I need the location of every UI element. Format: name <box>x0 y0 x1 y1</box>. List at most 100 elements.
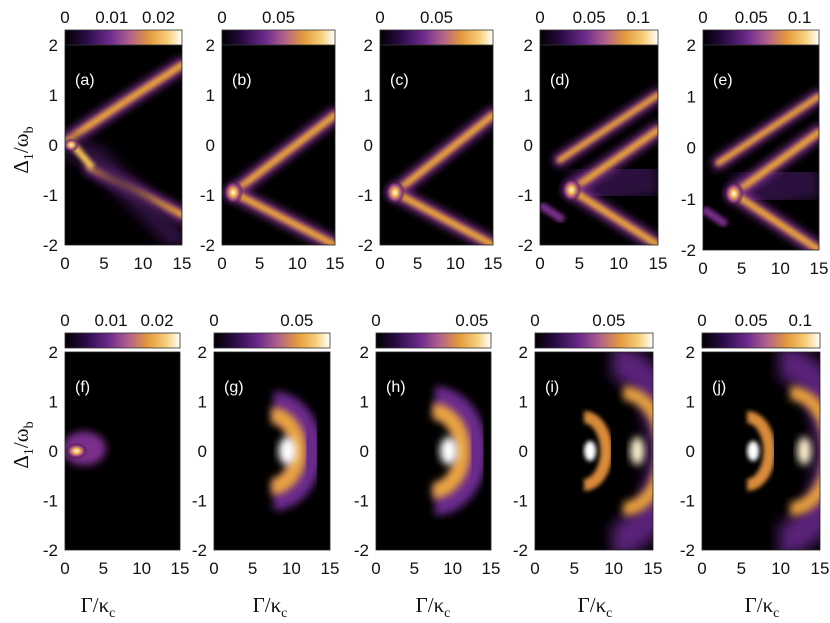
y-tick-label: -2 <box>681 241 696 260</box>
svg-text:Δ1/ωb: Δ1/ωb <box>9 126 37 173</box>
y-tick-label: -1 <box>358 186 373 205</box>
ylabel-delta: Δ <box>9 455 33 469</box>
heatmap <box>223 107 335 245</box>
y-tick-label: -2 <box>513 541 528 560</box>
heatmap <box>65 431 107 466</box>
colorbar <box>701 332 821 349</box>
panel-label: (d) <box>550 72 570 89</box>
y-tick-label: -1 <box>518 186 533 205</box>
x-tick-label: 15 <box>649 254 668 273</box>
panel-e: (e)210-1-20 5 10 150 0.05 0.1 <box>681 8 829 278</box>
x-tick-label: 0 <box>375 254 384 273</box>
inner-peak <box>747 441 760 461</box>
branch-core <box>567 186 658 245</box>
x-tick-label: 10 <box>132 559 151 578</box>
colorbar <box>534 332 654 349</box>
y-tick-label: -2 <box>43 541 58 560</box>
heatmap <box>65 57 182 245</box>
colorbar-tick-label: 0.05 <box>573 8 606 27</box>
y-tick-label: 1 <box>360 393 369 412</box>
ylabel-sub2: b <box>22 126 37 133</box>
svg-text:Δ1/ωb: Δ1/ωb <box>9 421 37 468</box>
y-tick-label: 2 <box>49 343 58 362</box>
x-tick-label: 15 <box>321 559 340 578</box>
outer-halo <box>611 352 653 550</box>
panel-frame <box>213 351 331 551</box>
panel-label: (b) <box>232 72 252 89</box>
colorbar-tick-label: 0 <box>60 8 69 27</box>
y-tick-label: 1 <box>198 393 207 412</box>
y-tick-label: 1 <box>49 86 58 105</box>
x-tick-label: 0 <box>530 559 539 578</box>
vertex-hotspot <box>223 180 244 205</box>
panel-frame <box>64 351 181 551</box>
ylabel-omega: ω <box>9 133 33 147</box>
y-tick-label: 2 <box>206 36 215 55</box>
colorbar-tick-label: 0.05 <box>592 311 625 330</box>
x-axis-label: Γ/κc <box>81 593 116 621</box>
outer-crescent <box>789 386 820 516</box>
y-tick-label: -1 <box>43 492 58 511</box>
colorbar <box>539 29 659 46</box>
colorbar-tick-label: 0.05 <box>420 8 453 27</box>
y-tick-label: 1 <box>364 86 373 105</box>
colorbar-tick-label: 0 <box>217 8 226 27</box>
colorbar <box>379 29 494 46</box>
y-tick-label: -2 <box>43 236 58 255</box>
panel-frame <box>701 351 821 551</box>
x-tick-label: 0 <box>60 254 69 273</box>
x-tick-label: 15 <box>811 559 830 578</box>
branch-core <box>391 189 493 245</box>
y-tick-label: -2 <box>192 541 207 560</box>
branch-core <box>229 111 335 196</box>
x-tick-label: 10 <box>443 559 462 578</box>
y-tick-label: 2 <box>687 36 696 55</box>
y-tick-label: 2 <box>519 343 528 362</box>
y-tick-label: 0 <box>49 442 58 461</box>
colorbar <box>221 29 336 46</box>
panel-label: (j) <box>712 379 726 396</box>
panel-f: (f)210-1-20 5 10 150 0.01 0.02 <box>43 311 190 578</box>
colorbar-tick-label: 0.05 <box>735 8 768 27</box>
x-tick-label: 10 <box>604 559 623 578</box>
x-tick-label: 10 <box>771 559 790 578</box>
x-tick-label: 5 <box>737 259 746 278</box>
vertex-hotspot <box>385 180 406 205</box>
x-tick-label: 0 <box>535 254 544 273</box>
x-tick-label: 5 <box>413 254 422 273</box>
y-tick-label: -1 <box>192 492 207 511</box>
colorbar <box>64 29 183 46</box>
y-tick-label: -1 <box>680 492 695 511</box>
y-tick-label: 1 <box>519 393 528 412</box>
panel-label: (g) <box>224 379 244 396</box>
y-tick-label: -1 <box>43 186 58 205</box>
panel-h: (h)210-1-20 5 10 150 0.05 <box>354 311 501 578</box>
ylabel-delta: Δ <box>9 160 33 174</box>
x-tick-label: 5 <box>570 559 579 578</box>
x-tick-label: 0 <box>697 559 706 578</box>
y-tick-label: 0 <box>49 136 58 155</box>
x-axis-label: Γ/κc <box>416 593 451 621</box>
y-tick-label: 1 <box>687 87 696 106</box>
ylabel-slash: / <box>9 147 33 153</box>
y-tick-label: -2 <box>680 541 695 560</box>
vertex-hotspot <box>561 178 582 202</box>
y-tick-label: 1 <box>49 393 58 412</box>
y-tick-label: 0 <box>206 136 215 155</box>
crescent-body <box>270 407 307 495</box>
panel-label: (e) <box>713 72 733 89</box>
x-tick-label: 15 <box>171 559 190 578</box>
y-tick-label: -2 <box>200 236 215 255</box>
y-tick-label: 2 <box>49 36 58 55</box>
panel-i: (i)210-1-20 5 10 150 0.05 <box>513 311 663 578</box>
x-tick-label: 5 <box>575 254 584 273</box>
vertex-hotspot <box>723 181 744 206</box>
colorbar-tick-label: 0 <box>698 8 707 27</box>
panel-label: (h) <box>386 379 406 396</box>
y-tick-label: 1 <box>206 86 215 105</box>
heatmap <box>540 88 658 245</box>
y-tick-label: 0 <box>360 442 369 461</box>
colorbar-tick-label: 0 <box>375 8 384 27</box>
heatmap <box>270 391 322 511</box>
hotspot <box>65 138 80 152</box>
